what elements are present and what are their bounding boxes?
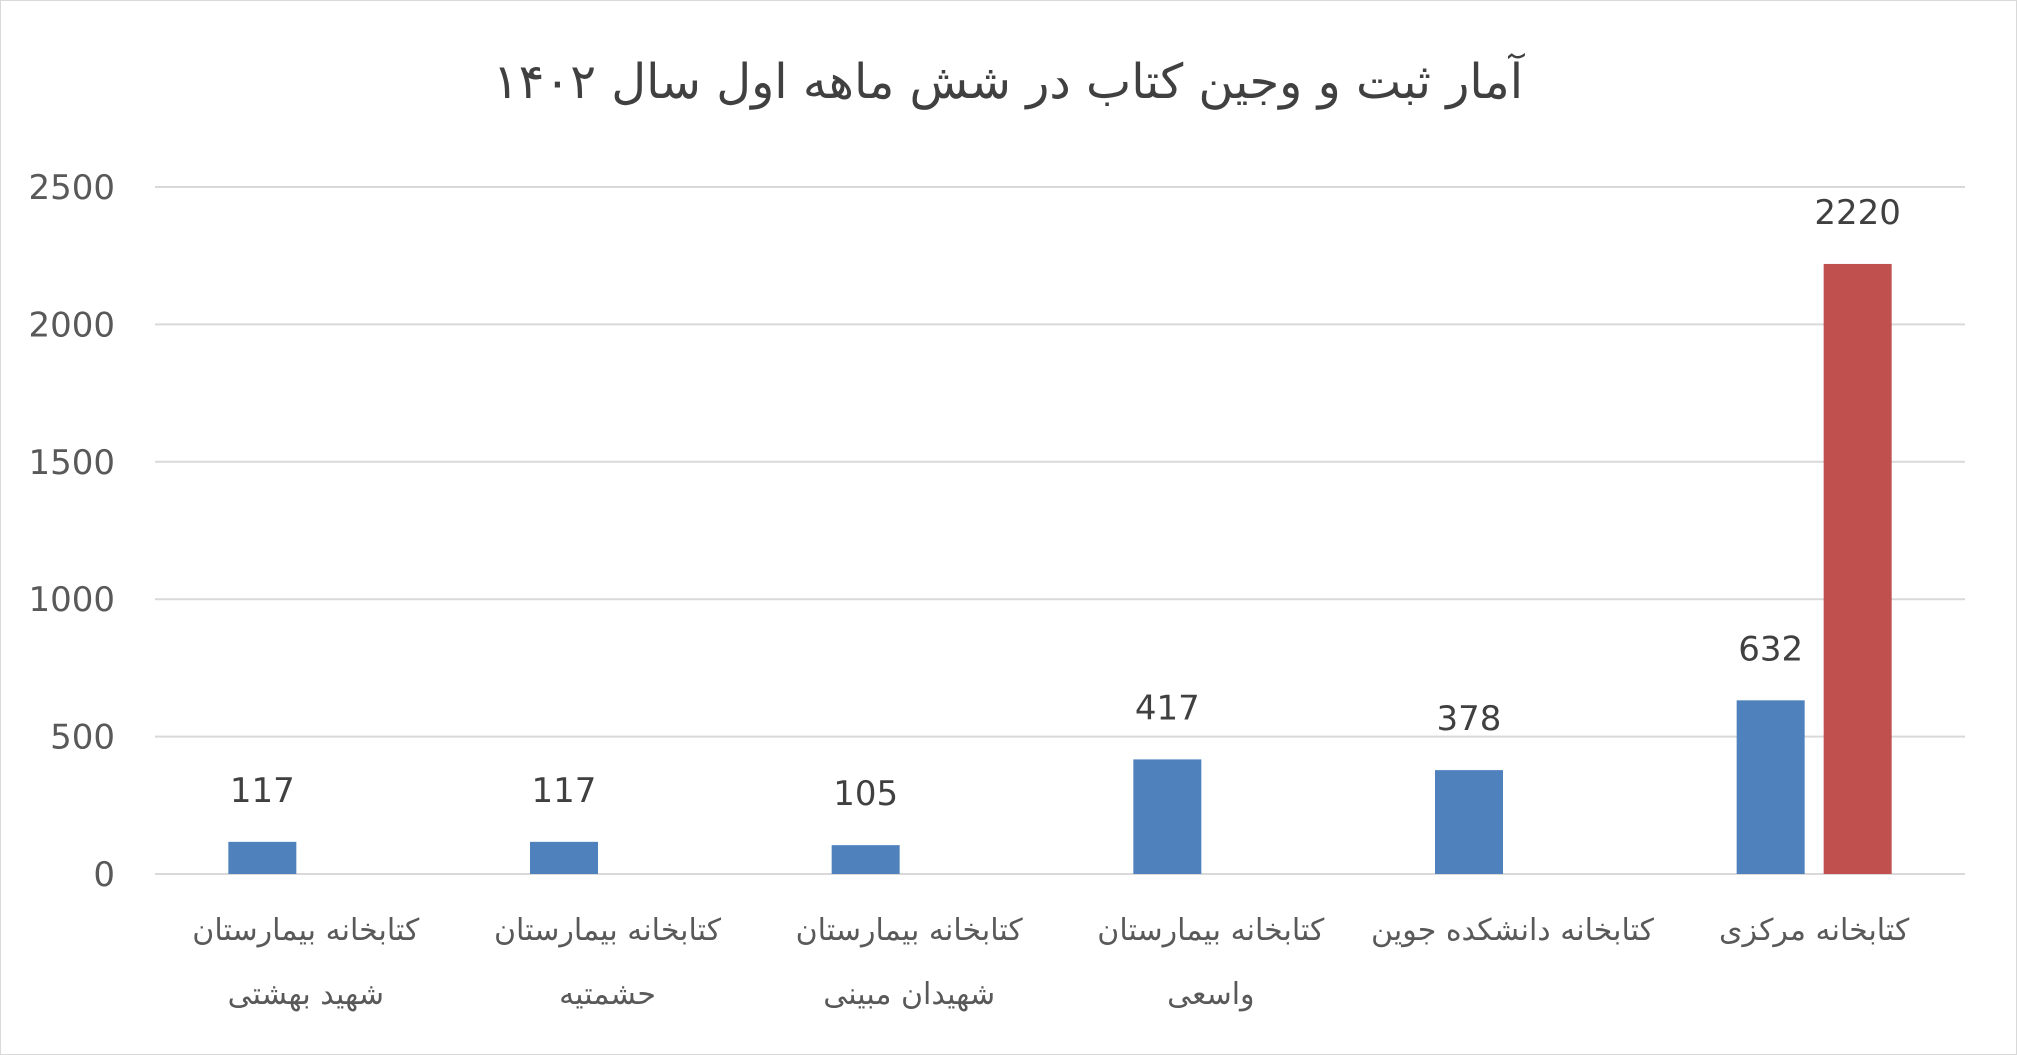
bar [1823,263,1892,875]
bars [228,263,1892,875]
data-label: 117 [230,771,295,811]
data-labels: 117 117 105 417 378 632 2220 [230,193,1901,814]
y-tick-label: 1500 [28,443,115,483]
x-category-label: کتابخانه بیمارستان واسعی [1097,913,1325,1012]
x-category-label: کتابخانه مرکزی [1719,913,1910,948]
x-category-label: کتابخانه بیمارستان شهیدان مبینی [796,913,1024,1012]
bar [1736,700,1805,874]
data-label: 632 [1738,629,1803,669]
x-category-line: کتابخانه بیمارستان [192,913,420,948]
y-tick-label: 1000 [28,580,115,620]
y-axis-ticks: 0 500 1000 1500 2000 2500 [28,168,115,895]
gridlines [155,186,1965,875]
bar [831,845,900,874]
x-category-line: کتابخانه بیمارستان [1097,913,1325,948]
bar [530,841,598,874]
x-category-line: کتابخانه دانشکده جوین [1371,913,1655,948]
x-category-line: واسعی [1167,977,1254,1012]
y-tick-label: 500 [50,718,115,758]
x-category-line: حشمتیه [559,977,656,1012]
x-category-label: کتابخانه بیمارستان حشمتیه [494,913,722,1012]
x-category-line: کتابخانه بیمارستان [796,913,1024,948]
y-tick-label: 2000 [28,305,115,345]
data-label: 417 [1135,688,1200,728]
y-tick-label: 2500 [28,168,115,208]
data-label: 378 [1437,699,1502,739]
x-category-line: شهیدان مبینی [823,977,995,1012]
data-label: 117 [532,771,597,811]
x-category-line: شهید بهشتی [228,977,384,1012]
bar [1133,759,1202,874]
data-label: 2220 [1814,193,1901,233]
y-tick-label: 0 [93,855,115,895]
x-category-line: کتابخانه بیمارستان [494,913,722,948]
data-label: 105 [833,774,898,814]
x-category-line: کتابخانه مرکزی [1719,913,1910,948]
bar [228,841,297,874]
chart-title: آمار ثبت و وجین کتاب در شش ماهه اول سال … [493,52,1526,110]
x-category-label: کتابخانه دانشکده جوین [1371,913,1655,948]
x-category-label: کتابخانه بیمارستان شهید بهشتی [192,913,420,1012]
bar [1435,770,1503,874]
